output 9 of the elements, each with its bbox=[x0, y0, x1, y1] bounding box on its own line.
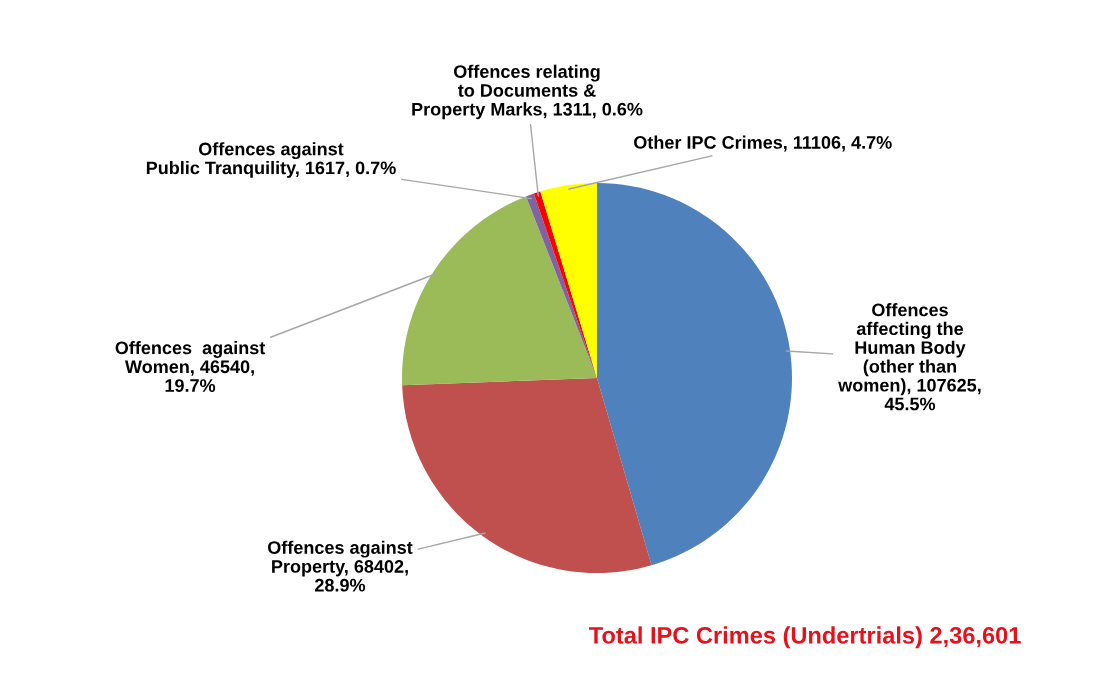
slice-label: Offences relating to Documents & Property Marks, 1311, 0.6% bbox=[412, 64, 643, 120]
slice-label: Other IPC Crimes, 11106, 4.7% bbox=[634, 135, 892, 152]
pie-slice bbox=[402, 196, 597, 386]
slice-label: Offences against Women, 46540, 19.7% bbox=[115, 341, 266, 392]
pie-slice bbox=[597, 183, 792, 566]
slice-label: Offences against Public Tranquility, 1617, 0.7% bbox=[146, 142, 396, 178]
slice-label: Offences against Property, 68402, 28.9% bbox=[267, 540, 413, 592]
text: Total IPC Crimes (Undertrials) 2,36,601 bbox=[589, 626, 1021, 649]
slice-label: Offences affecting the Human Body (other than women), 107625, 45.5% bbox=[838, 303, 981, 411]
